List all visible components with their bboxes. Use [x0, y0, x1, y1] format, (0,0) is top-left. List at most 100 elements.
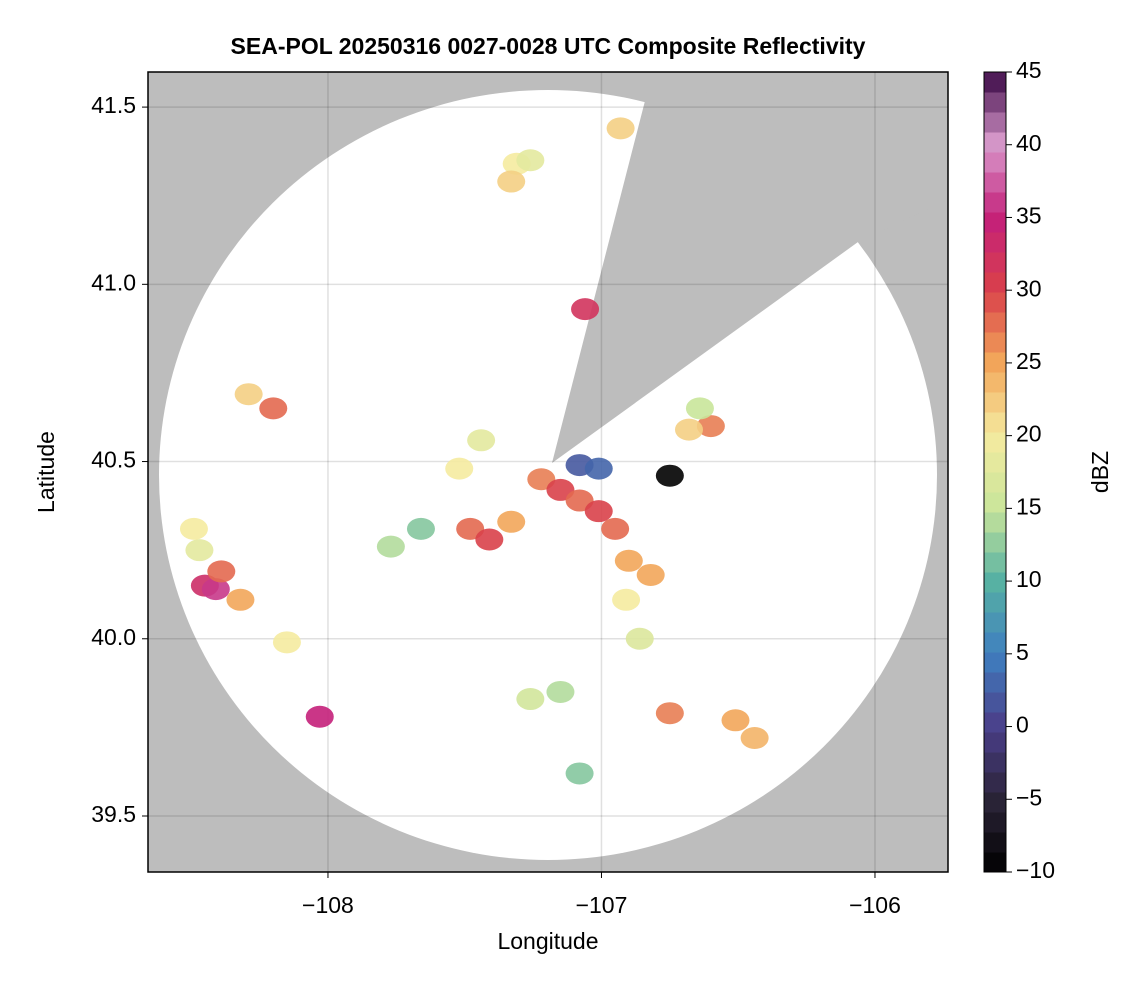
colorbar-band [984, 452, 1006, 473]
colorbar-band [984, 552, 1006, 573]
echo-cell [376, 535, 405, 558]
echo-cell [207, 560, 236, 583]
colorbar-band [984, 392, 1006, 413]
colorbar-band [984, 192, 1006, 213]
colorbar-band [984, 292, 1006, 313]
echo-cell [226, 588, 255, 611]
echo-cell [674, 418, 703, 441]
colorbar-band [984, 812, 1006, 833]
echo-cell [655, 702, 684, 725]
x-axis-label: Longitude [497, 928, 598, 954]
colorbar-band [984, 572, 1006, 593]
colorbar-band [984, 372, 1006, 393]
colorbar-band [984, 132, 1006, 153]
colorbar-band [984, 172, 1006, 193]
blocked-sector [552, 72, 948, 463]
colorbar-tick-label: 45 [1016, 57, 1042, 83]
colorbar-tick-label: 20 [1016, 421, 1042, 447]
colorbar-tick-label: 35 [1016, 203, 1042, 229]
echo-cell [305, 705, 334, 728]
colorbar-tick-label: 10 [1016, 566, 1042, 592]
colorbar-band [984, 72, 1006, 93]
y-tick-label: 40.0 [91, 624, 136, 650]
colorbar-tick-label: −5 [1016, 784, 1042, 810]
colorbar-tick-label: 30 [1016, 275, 1042, 301]
colorbar-band [984, 752, 1006, 773]
colorbar-tick-label: 25 [1016, 348, 1042, 374]
echo-cell [584, 500, 613, 523]
chart-title: SEA-POL 20250316 0027-0028 UTC Composite… [231, 33, 866, 59]
echo-cell [179, 517, 208, 540]
echo-cell [406, 517, 435, 540]
echo-cell [234, 383, 263, 406]
echo-cell [475, 528, 504, 551]
colorbar-band [984, 252, 1006, 273]
colorbar-label: dBZ [1087, 451, 1113, 493]
y-tick-label: 40.5 [91, 447, 136, 473]
colorbar-band [984, 792, 1006, 813]
colorbar-band [984, 492, 1006, 513]
x-tick-label: −108 [302, 892, 354, 918]
echo-cell [601, 517, 630, 540]
colorbar-band [984, 352, 1006, 373]
colorbar-band [984, 332, 1006, 353]
echo-cell [685, 397, 714, 420]
colorbar-band [984, 592, 1006, 613]
echo-cell [565, 762, 594, 785]
colorbar-band [984, 612, 1006, 633]
echo-cell [606, 117, 635, 140]
colorbar-tick-label: −10 [1016, 857, 1055, 883]
colorbar-band [984, 732, 1006, 753]
echo-cell [571, 298, 600, 321]
colorbar-band [984, 272, 1006, 293]
y-axis-label: Latitude [33, 431, 59, 513]
colorbar-band [984, 712, 1006, 733]
colorbar-band [984, 432, 1006, 453]
colorbar-band [984, 112, 1006, 133]
colorbar-band [984, 652, 1006, 673]
echo-cell [740, 727, 769, 750]
colorbar-band [984, 832, 1006, 853]
echo-cell [546, 680, 575, 703]
colorbar-frame [983, 71, 1007, 873]
echo-cell [696, 415, 725, 438]
colorbar-tick-label: 0 [1016, 712, 1029, 738]
colorbar-band [984, 232, 1006, 253]
echo-cell [584, 457, 613, 480]
colorbar-band [984, 472, 1006, 493]
echo-cell [497, 510, 526, 533]
colorbar-tick-label: 40 [1016, 130, 1042, 156]
y-tick-label: 41.0 [91, 269, 136, 295]
colorbar-band [984, 532, 1006, 553]
colorbar-tick-label: 5 [1016, 639, 1029, 665]
echo-cell [259, 397, 288, 420]
y-tick-label: 39.5 [91, 801, 136, 827]
echo-cell [497, 170, 526, 193]
colorbar-band [984, 152, 1006, 173]
echo-cell [467, 429, 496, 452]
echo-cell [625, 627, 654, 650]
echo-cell [614, 549, 643, 572]
echo-cell [516, 149, 545, 172]
y-tick-label: 41.5 [91, 92, 136, 118]
echo-cell [636, 563, 665, 586]
echo-cell [185, 539, 214, 562]
colorbar-tick-label: 15 [1016, 493, 1042, 519]
colorbar-band [984, 312, 1006, 333]
echo-cell [201, 578, 230, 601]
echo-cell [655, 464, 684, 487]
colorbar-band [984, 852, 1006, 873]
colorbar-band [984, 92, 1006, 113]
colorbar-band [984, 632, 1006, 653]
colorbar-band [984, 212, 1006, 233]
echo-cell [516, 688, 545, 711]
echo-cell [272, 631, 301, 654]
echo-cell [445, 457, 474, 480]
plot-frame [147, 71, 949, 873]
x-tick-label: −107 [576, 892, 628, 918]
colorbar-band [984, 672, 1006, 693]
colorbar-band [984, 512, 1006, 533]
echo-cell [721, 709, 750, 732]
colorbar-band [984, 412, 1006, 433]
